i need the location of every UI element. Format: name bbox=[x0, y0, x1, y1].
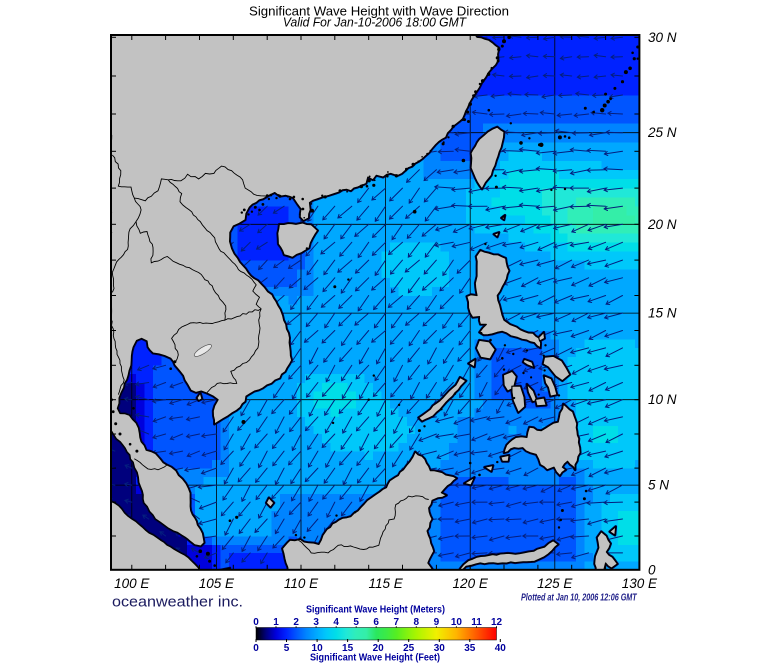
svg-text:30: 30 bbox=[434, 643, 446, 654]
svg-text:4: 4 bbox=[333, 617, 339, 628]
svg-text:10: 10 bbox=[451, 617, 463, 628]
svg-text:20: 20 bbox=[373, 643, 385, 654]
svg-text:0: 0 bbox=[253, 643, 259, 654]
svg-text:25 N: 25 N bbox=[647, 125, 677, 140]
svg-text:5 N: 5 N bbox=[648, 478, 669, 493]
svg-text:3: 3 bbox=[313, 617, 319, 628]
svg-text:5: 5 bbox=[284, 643, 290, 654]
svg-text:115 E: 115 E bbox=[368, 576, 403, 591]
svg-text:2: 2 bbox=[293, 617, 299, 628]
svg-text:10: 10 bbox=[312, 643, 324, 654]
svg-text:9: 9 bbox=[434, 617, 440, 628]
svg-text:Significant Wave Height with W: Significant Wave Height with Wave Direct… bbox=[249, 4, 509, 19]
svg-text:Significant Wave Height (Feet): Significant Wave Height (Feet) bbox=[310, 653, 440, 664]
svg-text:105 E: 105 E bbox=[199, 576, 235, 591]
svg-text:125 E: 125 E bbox=[537, 576, 573, 591]
svg-text:10 N: 10 N bbox=[648, 392, 677, 407]
svg-text:Valid For Jan-10-2006 18:00 GM: Valid For Jan-10-2006 18:00 GMT bbox=[283, 15, 467, 29]
svg-text:7: 7 bbox=[394, 617, 400, 628]
svg-text:1: 1 bbox=[273, 617, 279, 628]
svg-text:8: 8 bbox=[414, 617, 420, 628]
svg-text:130 E: 130 E bbox=[622, 576, 658, 591]
svg-text:6: 6 bbox=[373, 617, 379, 628]
svg-text:40: 40 bbox=[495, 643, 507, 654]
svg-text:110 E: 110 E bbox=[284, 576, 319, 591]
svg-text:35: 35 bbox=[464, 643, 476, 654]
svg-text:12: 12 bbox=[491, 617, 503, 628]
svg-text:Plotted at Jan 10, 2006 12:06: Plotted at Jan 10, 2006 12:06 GMT bbox=[521, 591, 637, 602]
svg-text:11: 11 bbox=[471, 617, 482, 628]
svg-text:120 E: 120 E bbox=[453, 576, 489, 591]
svg-text:15: 15 bbox=[342, 643, 354, 654]
svg-text:100 E: 100 E bbox=[114, 576, 150, 591]
svg-text:Significant Wave Height (Meter: Significant Wave Height (Meters) bbox=[306, 605, 445, 616]
svg-text:20 N: 20 N bbox=[647, 217, 677, 232]
svg-text:0: 0 bbox=[648, 562, 656, 577]
svg-text:25: 25 bbox=[403, 643, 415, 654]
svg-text:15 N: 15 N bbox=[648, 306, 677, 321]
svg-text:0: 0 bbox=[253, 617, 259, 628]
svg-text:30 N: 30 N bbox=[648, 30, 677, 45]
svg-text:oceanweather inc.: oceanweather inc. bbox=[112, 594, 243, 611]
svg-text:5: 5 bbox=[353, 617, 359, 628]
